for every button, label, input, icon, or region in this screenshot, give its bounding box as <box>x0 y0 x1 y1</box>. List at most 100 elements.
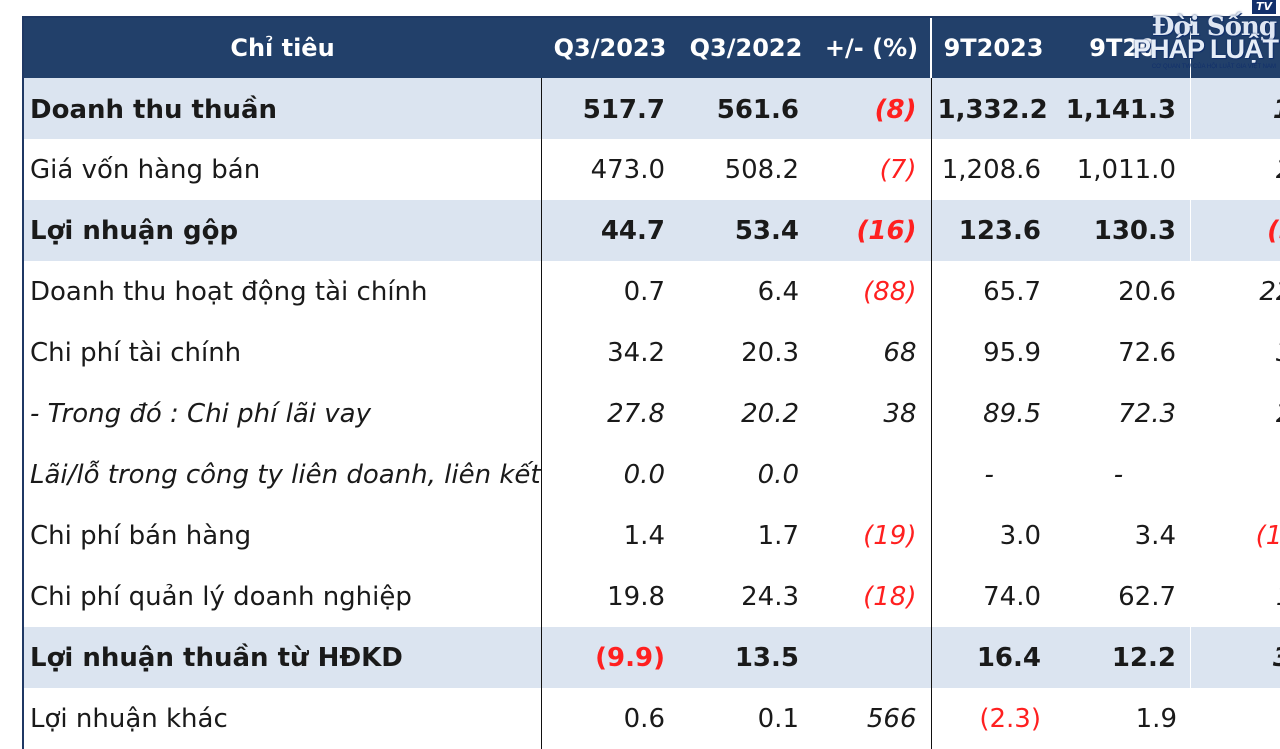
row-label: Lãi/lỗ trong công ty liên doanh, liên kế… <box>22 444 541 505</box>
cell-9t-2023: 3.0 <box>930 505 1055 566</box>
cell-pct-9t: 17 <box>1191 78 1280 139</box>
cell-q3-2023: 19.8 <box>540 566 679 627</box>
cell-pct-9t: 220 <box>1259 276 1280 307</box>
cell-9t-2022: 3.4 <box>1134 520 1176 551</box>
table-row: Lãi/lỗ trong công ty liên doanh, liên kế… <box>22 444 1280 505</box>
cell-q3-2022: 20.3 <box>741 337 799 368</box>
table-row: - Trong đó : Chi phí lãi vay 27.8 20.2 38 89… <box>22 383 1280 444</box>
cell-9t-2023: (2.3) <box>930 688 1055 749</box>
header-label: Chỉ tiêu <box>22 18 541 78</box>
cell-9t-2022: - <box>1113 459 1124 490</box>
cell-q3-2022: 6.4 <box>757 276 799 307</box>
income-statement-table: Chỉ tiêu Q3/2023 Q3/2022 +/- (%) 9T2023 … <box>22 18 1280 749</box>
header-9t-2023: 9T2023 <box>943 34 1044 62</box>
cell-pct-9t <box>1191 444 1280 505</box>
cell-9t-2022: 1.9 <box>1135 703 1177 734</box>
cell-q3-2022: 53.4 <box>734 215 799 246</box>
cell-q3-2023: 517.7 <box>540 78 679 139</box>
cell-9t-2022: 20.6 <box>1118 276 1176 307</box>
cell-9t-2023: 74.0 <box>930 566 1055 627</box>
cell-9t-2023: 1,208.6 <box>930 139 1055 200</box>
cell-pct-quarter: (8) <box>874 94 917 125</box>
row-label: Giá vốn hàng bán <box>22 139 541 200</box>
cell-pct-quarter: (18) <box>863 581 917 612</box>
logo-line1: Đời Sống <box>1151 12 1277 42</box>
logo-tv-badge: TV <box>1252 0 1276 14</box>
table-row: Doanh thu thuần 517.7 561.6 (8) 1,332.2 1,141… <box>22 78 1280 139</box>
cell-pct-9t <box>1191 688 1280 749</box>
cell-9t-2023: 65.7 <box>930 261 1055 322</box>
cell-q3-2022: 0.1 <box>757 703 799 734</box>
cell-pct-9t: 18 <box>1191 566 1280 627</box>
cell-9t-2022: 62.7 <box>1118 581 1176 612</box>
logo-tagline: CƠ QUAN TW CỦA HỘI LUẬT GIA VIỆT NAM <box>1151 64 1276 70</box>
cell-q3-2023: 34.2 <box>540 322 679 383</box>
cell-9t-2023: 95.9 <box>930 322 1055 383</box>
cell-q3-2023: 44.7 <box>540 200 679 261</box>
cell-q3-2022: 1.7 <box>757 520 799 551</box>
financial-table-sheet: Chỉ tiêu Q3/2023 Q3/2022 +/- (%) 9T2023 … <box>22 16 1280 749</box>
cell-pct-9t: (5) <box>1267 215 1280 246</box>
cell-pct-9t: (13) <box>1255 520 1280 551</box>
row-label: Lợi nhuận thuần từ HĐKD <box>22 627 541 688</box>
header-q3-2022: Q3/2022 <box>689 34 803 62</box>
cell-pct-9t: 20 <box>1191 139 1280 200</box>
cell-q3-2023: 0.6 <box>540 688 679 749</box>
cell-9t-2022: 12.2 <box>1111 642 1176 673</box>
table-row: Lợi nhuận thuần từ HĐKD (9.9) 13.5 16.4 12.2… <box>22 627 1280 688</box>
cell-9t-2023: - <box>930 444 1055 505</box>
cell-q3-2022: 13.5 <box>734 642 799 673</box>
cell-9t-2023: 1,332.2 <box>930 78 1055 139</box>
cell-pct-quarter <box>813 444 931 505</box>
table-header-row: Chỉ tiêu Q3/2023 Q3/2022 +/- (%) 9T2023 … <box>22 18 1280 78</box>
row-label: - Trong đó : Chi phí lãi vay <box>22 383 541 444</box>
row-label: Chi phí bán hàng <box>22 505 541 566</box>
header-q3-2023: Q3/2023 <box>553 34 667 62</box>
cell-q3-2023: 0.7 <box>540 261 679 322</box>
cell-pct-quarter: (16) <box>856 215 917 246</box>
cell-9t-2022: 1,011.0 <box>1076 154 1176 185</box>
watermark-logo: TV Đời Sống PHÁP LUẬT CƠ QUAN TW CỦA HỘI… <box>1128 0 1280 76</box>
table-row: Lợi nhuận khác 0.6 0.1 566 (2.3) 1.9 <box>22 688 1280 749</box>
cell-pct-quarter: 68 <box>883 337 917 368</box>
cell-pct-quarter: 38 <box>883 398 917 429</box>
cell-pct-quarter: (19) <box>863 520 917 551</box>
cell-pct-quarter: (88) <box>863 276 917 307</box>
cell-q3-2023: (9.9) <box>540 627 679 688</box>
row-label: Lợi nhuận khác <box>22 688 541 749</box>
cell-9t-2022: 130.3 <box>1093 215 1176 246</box>
cell-9t-2022: 72.6 <box>1118 337 1176 368</box>
row-label: Chi phí quản lý doanh nghiệp <box>22 566 541 627</box>
row-label: Chi phí tài chính <box>22 322 541 383</box>
cell-pct-quarter: (7) <box>879 154 917 185</box>
cell-pct-9t: 35 <box>1191 627 1280 688</box>
cell-q3-2022: 0.0 <box>757 459 799 490</box>
cell-pct-9t: 24 <box>1191 383 1280 444</box>
cell-q3-2022: 508.2 <box>724 154 799 185</box>
cell-q3-2022: 24.3 <box>741 581 799 612</box>
row-label: Lợi nhuận gộp <box>22 200 541 261</box>
cell-9t-2023: 16.4 <box>930 627 1055 688</box>
cell-9t-2022: 72.3 <box>1118 398 1176 429</box>
cell-q3-2023: 0.0 <box>540 444 679 505</box>
cell-9t-2023: 89.5 <box>930 383 1055 444</box>
cell-q3-2023: 27.8 <box>540 383 679 444</box>
cell-q3-2023: 1.4 <box>540 505 679 566</box>
table-row: Doanh thu hoạt động tài chính 0.7 6.4 (88) 6… <box>22 261 1280 322</box>
cell-9t-2022: 1,141.3 <box>1065 94 1176 125</box>
table-row: Giá vốn hàng bán 473.0 508.2 (7) 1,208.6 1,01… <box>22 139 1280 200</box>
cell-q3-2022: 561.6 <box>716 94 799 125</box>
cell-9t-2023: 123.6 <box>930 200 1055 261</box>
header-9t-2022: 9T20 <box>1089 34 1156 62</box>
cell-pct-quarter <box>813 627 931 688</box>
cell-pct-quarter: 566 <box>866 703 917 734</box>
header-pct-quarter: +/- (%) <box>813 18 932 78</box>
logo-line2: PHÁP LUẬT <box>1132 34 1279 64</box>
cell-q3-2022: 20.2 <box>741 398 799 429</box>
row-label: Doanh thu thuần <box>22 78 541 139</box>
cell-pct-9t: 32 <box>1191 322 1280 383</box>
table-row: Chi phí quản lý doanh nghiệp 19.8 24.3 (18)… <box>22 566 1280 627</box>
